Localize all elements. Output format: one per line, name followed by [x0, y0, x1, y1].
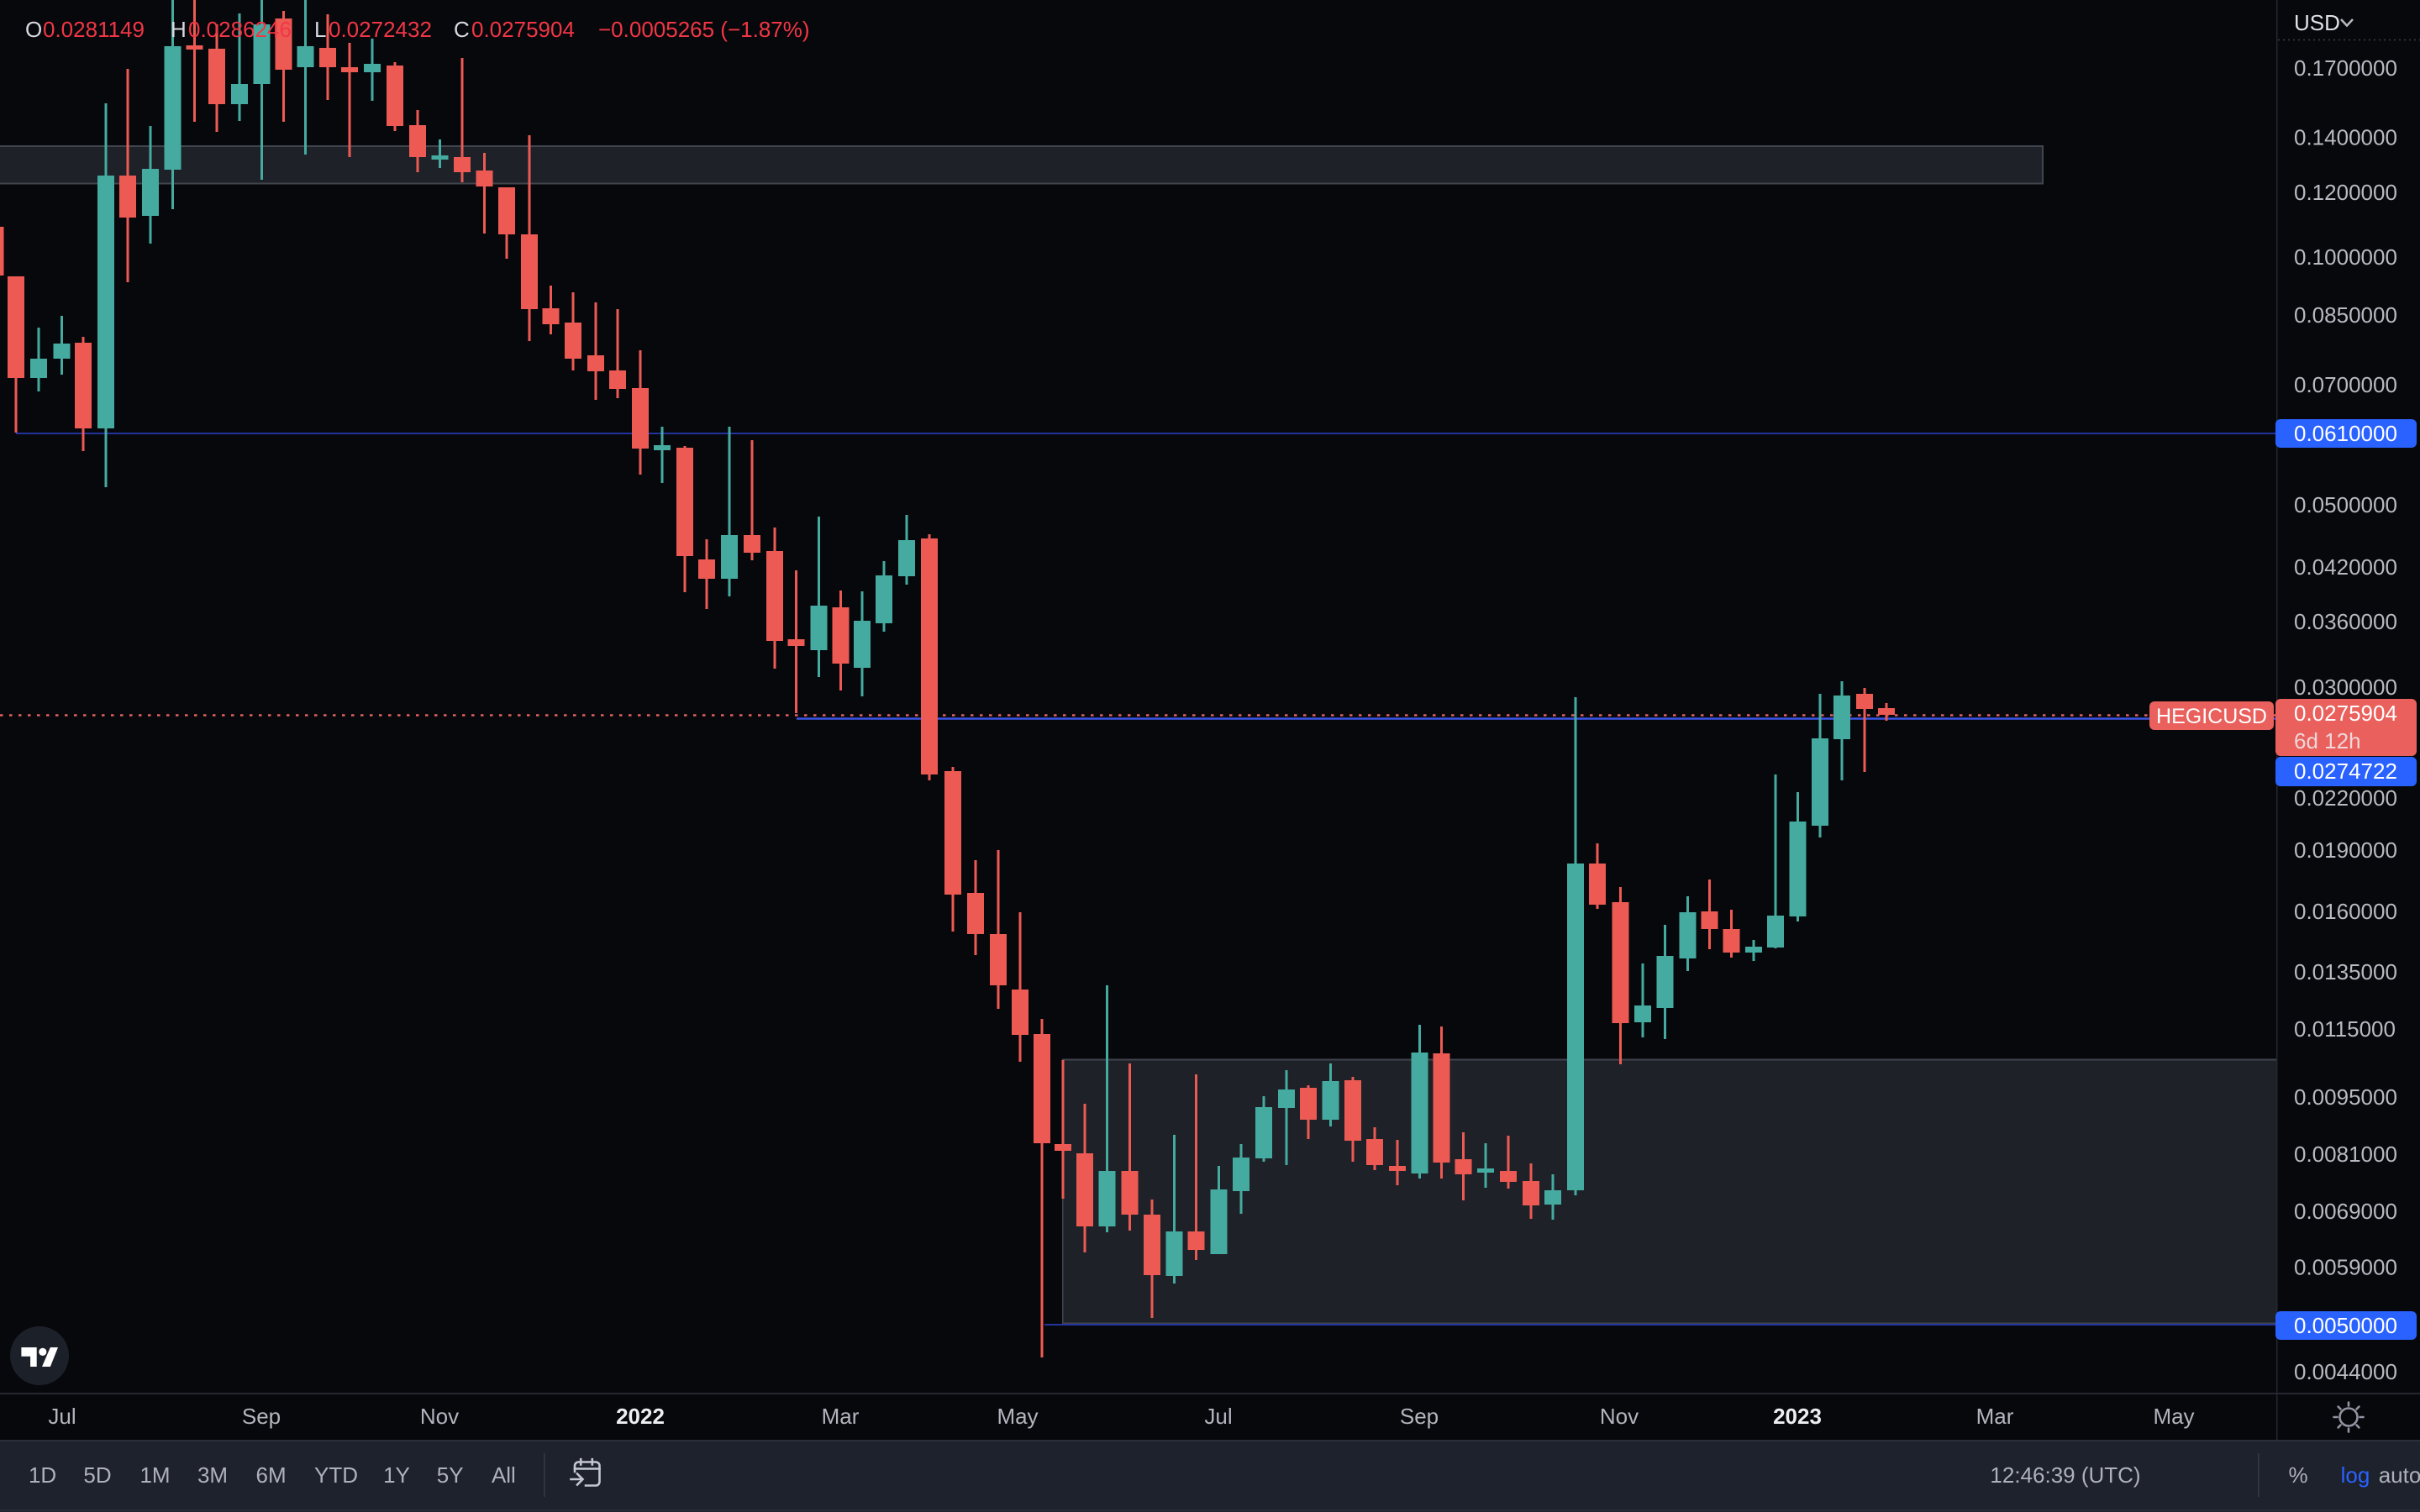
svg-text:auto: auto [2379, 1462, 2420, 1488]
svg-text:Mar: Mar [1976, 1404, 2014, 1429]
svg-text:0.0081000: 0.0081000 [2294, 1142, 2397, 1167]
svg-text:0.0044000: 0.0044000 [2294, 1359, 2397, 1384]
svg-text:0.0220000: 0.0220000 [2294, 785, 2397, 811]
svg-text:0.0272432: 0.0272432 [329, 17, 432, 42]
svg-text:1M: 1M [139, 1462, 170, 1488]
svg-text:Jul: Jul [48, 1404, 76, 1429]
svg-text:0.1000000: 0.1000000 [2294, 244, 2397, 270]
svg-text:0.1700000: 0.1700000 [2294, 55, 2397, 81]
svg-text:Nov: Nov [420, 1404, 459, 1429]
svg-text:1Y: 1Y [383, 1462, 410, 1488]
svg-text:May: May [2153, 1404, 2194, 1429]
svg-text:0.0059000: 0.0059000 [2294, 1255, 2397, 1280]
svg-text:0.0135000: 0.0135000 [2294, 959, 2397, 984]
svg-text:3M: 3M [197, 1462, 228, 1488]
svg-text:2022: 2022 [616, 1404, 665, 1429]
svg-text:0.0095000: 0.0095000 [2294, 1084, 2397, 1110]
svg-text:HEGICUSD: HEGICUSD [2156, 705, 2267, 728]
svg-text:Mar: Mar [822, 1404, 860, 1429]
svg-text:All: All [492, 1462, 516, 1488]
svg-text:6d 12h: 6d 12h [2294, 728, 2361, 753]
svg-text:0.0360000: 0.0360000 [2294, 609, 2397, 634]
svg-text:Jul: Jul [1204, 1404, 1232, 1429]
svg-text:0.0115000: 0.0115000 [2294, 1016, 2396, 1042]
svg-text:O: O [25, 17, 42, 42]
svg-text:Sep: Sep [242, 1404, 281, 1429]
svg-text:0.0850000: 0.0850000 [2294, 302, 2397, 328]
svg-text:%: % [2288, 1462, 2307, 1488]
svg-text:H: H [171, 17, 187, 42]
svg-text:0.0700000: 0.0700000 [2294, 372, 2397, 397]
svg-text:0.0274722: 0.0274722 [2294, 759, 2397, 784]
svg-text:5D: 5D [83, 1462, 111, 1488]
svg-text:0.0275904: 0.0275904 [2294, 701, 2397, 726]
svg-text:0.0420000: 0.0420000 [2294, 554, 2397, 580]
svg-text:0.0275904: 0.0275904 [471, 17, 575, 42]
svg-text:1D: 1D [29, 1462, 56, 1488]
svg-text:0.0610000: 0.0610000 [2294, 421, 2397, 446]
svg-text:0.0300000: 0.0300000 [2294, 675, 2397, 700]
svg-text:0.0500000: 0.0500000 [2294, 492, 2397, 517]
svg-text:0.0050000: 0.0050000 [2294, 1313, 2397, 1338]
svg-text:0.1400000: 0.1400000 [2294, 125, 2397, 150]
svg-text:C: C [454, 17, 470, 42]
svg-text:−0.0005265 (−1.87%): −0.0005265 (−1.87%) [598, 17, 810, 42]
svg-text:6M: 6M [256, 1462, 287, 1488]
svg-text:log: log [2341, 1462, 2370, 1488]
svg-text:Sep: Sep [1400, 1404, 1439, 1429]
svg-text:May: May [997, 1404, 1038, 1429]
svg-text:Nov: Nov [1600, 1404, 1639, 1429]
svg-text:0.0286246: 0.0286246 [188, 17, 292, 42]
svg-text:0.0069000: 0.0069000 [2294, 1199, 2397, 1224]
svg-text:2023: 2023 [1773, 1404, 1822, 1429]
svg-text:0.0281149: 0.0281149 [43, 17, 145, 42]
svg-text:5Y: 5Y [437, 1462, 464, 1488]
svg-text:0.0160000: 0.0160000 [2294, 899, 2397, 924]
svg-text:0.0190000: 0.0190000 [2294, 837, 2397, 863]
svg-text:YTD: YTD [314, 1462, 358, 1488]
svg-text:12:46:39 (UTC): 12:46:39 (UTC) [1990, 1462, 2140, 1488]
svg-text:0.1200000: 0.1200000 [2294, 180, 2397, 205]
svg-text:L: L [314, 17, 326, 42]
svg-text:USD: USD [2294, 10, 2340, 35]
